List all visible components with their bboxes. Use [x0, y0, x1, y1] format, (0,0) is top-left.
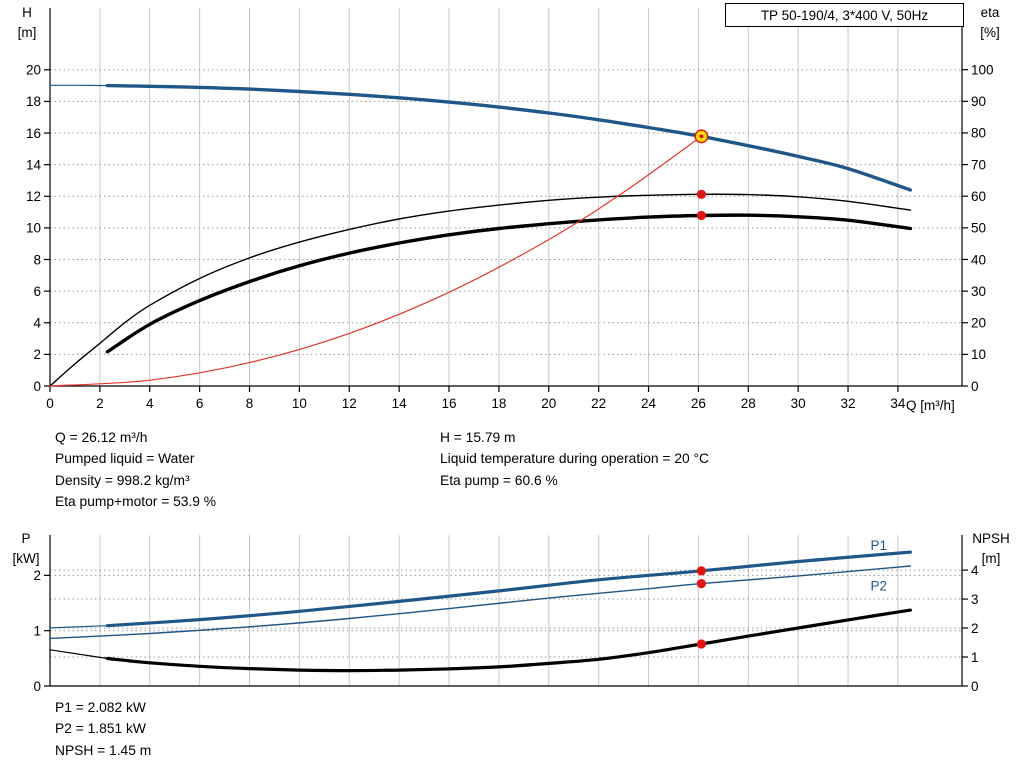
operating-point-info-right: H = 15.79 m Liquid temperature during op… — [440, 427, 709, 491]
tick-label-x: 16 — [441, 396, 456, 411]
tick-label-x: 4 — [146, 396, 154, 411]
p-axis-label: P — [21, 531, 31, 546]
tick-label-x: 30 — [791, 396, 806, 411]
npsh-axis-label: NPSH — [972, 531, 1010, 546]
tick-label-y-right: 80 — [971, 126, 986, 141]
info-line-temperature: Liquid temperature during operation = 20… — [440, 451, 709, 467]
tick-label-y-left: 18 — [26, 94, 41, 109]
curve-point-marker — [696, 210, 706, 221]
tick-label-y-right: 70 — [971, 157, 986, 172]
pump-title: TP 50-190/4, 3*400 V, 50Hz — [760, 7, 929, 23]
tick-label-x: 14 — [392, 396, 408, 411]
q-axis-title: Q [m³/h] — [906, 398, 955, 413]
tick-label-y-right: 20 — [971, 316, 986, 331]
curve-point-marker — [696, 639, 706, 649]
eta-axis-label: eta — [980, 5, 1000, 20]
curve-eta-pump — [49, 193, 912, 387]
tick-label-y-right: 3 — [971, 592, 979, 607]
tick-label-y-left: 14 — [26, 157, 42, 172]
tick-label-x: 20 — [541, 396, 556, 411]
info-line-h: H = 15.79 m — [440, 430, 516, 445]
tick-label-y-left: 20 — [26, 63, 41, 78]
eta-axis-title: eta [%] — [968, 3, 1012, 43]
pump-title-box: TP 50-190/4, 3*400 V, 50Hz — [725, 3, 964, 27]
info-line-liquid: Pumped liquid = Water — [55, 451, 195, 467]
info-line-density: Density = 998.2 kg/m³ — [55, 472, 190, 488]
tick-label-x: 26 — [691, 396, 706, 411]
info-line-npsh: NPSH = 1.45 m — [55, 742, 152, 758]
p-axis-title: P [kW] — [6, 529, 46, 569]
series-label-P1: P1 — [870, 538, 887, 553]
h-axis-label: H — [22, 5, 32, 20]
tick-label-x: 0 — [46, 396, 54, 411]
tick-label-x: 10 — [292, 396, 307, 411]
tick-label-y-right: 30 — [971, 284, 986, 299]
tick-label-y-right: 60 — [971, 189, 986, 204]
tick-label-x: 34 — [890, 396, 906, 411]
npsh-axis-unit: [m] — [981, 551, 1001, 566]
tick-label-y-right: 50 — [971, 221, 986, 236]
info-line-p2: P2 = 1.851 kW — [55, 721, 146, 737]
curve-system-curve — [49, 135, 702, 387]
h-axis-title: H [m] — [10, 3, 44, 43]
h-axis-unit: [m] — [17, 25, 37, 40]
curve-p1-thin — [49, 625, 108, 629]
tick-label-x: 2 — [96, 396, 104, 411]
tick-label-y-left: 2 — [33, 347, 41, 362]
npsh-axis-title: NPSH [m] — [962, 529, 1020, 569]
curve-point-marker — [696, 189, 706, 199]
tick-label-y-right: 100 — [971, 62, 994, 77]
info-line-p1: P1 = 2.082 kW — [55, 700, 146, 715]
tick-label-x: 24 — [641, 396, 657, 411]
tick-label-y-right: 40 — [971, 252, 986, 267]
operating-point-info-left: Q = 26.12 m³/h Pumped liquid = Water Den… — [55, 427, 216, 513]
info-line-eta-pump: Eta pump = 60.6 % — [440, 472, 558, 488]
chart-power-npsh: 0 1 2 0 1 2 3 4 P1 P2 — [33, 535, 979, 694]
info-line-eta-pump-motor: Eta pump+motor = 53.9 % — [55, 494, 217, 510]
curve-head — [105, 83, 913, 192]
tick-label-y-left: 0 — [33, 379, 41, 394]
power-npsh-info: P1 = 2.082 kW P2 = 1.851 kW NPSH = 1.45 … — [55, 697, 151, 761]
tick-label-y-left: 16 — [26, 126, 41, 141]
curve-point-marker — [696, 566, 706, 576]
curve-eta-pump-motor — [105, 213, 913, 354]
duty-point-center — [699, 134, 704, 139]
curve-npsh-thin — [49, 649, 108, 660]
tick-label-x: 32 — [841, 396, 856, 411]
curve-point-marker — [696, 579, 706, 589]
tick-label-y-right: 4 — [971, 563, 979, 578]
tick-label-x: 12 — [342, 396, 357, 411]
curve-p2 — [49, 565, 912, 640]
info-line-q: Q = 26.12 m³/h — [55, 430, 148, 445]
tick-label-x: 28 — [741, 396, 756, 411]
chart-qh-eta-performance: 0246810121416182001020304050607080901000… — [26, 8, 994, 411]
eta-axis-unit: [%] — [980, 25, 1000, 40]
curve-npsh — [105, 608, 912, 673]
tick-label-y-right: 0 — [971, 379, 979, 394]
tick-label-y-right: 2 — [971, 621, 979, 636]
tick-label-y-left: 2 — [33, 568, 41, 583]
curve-p1 — [105, 550, 912, 628]
tick-label-x: 6 — [196, 396, 204, 411]
tick-label-x: 8 — [246, 396, 254, 411]
tick-label-x: 18 — [491, 396, 506, 411]
tick-label-x: 22 — [591, 396, 606, 411]
tick-label-y-left: 8 — [33, 252, 41, 267]
tick-label-y-right: 0 — [971, 679, 979, 694]
p-axis-unit: [kW] — [12, 551, 40, 566]
series-label-P2: P2 — [870, 578, 887, 593]
tick-label-y-left: 6 — [33, 284, 41, 299]
tick-label-y-right: 90 — [971, 94, 986, 109]
tick-label-y-right: 1 — [971, 650, 979, 665]
tick-label-y-left: 12 — [26, 189, 41, 204]
tick-label-y-left: 1 — [33, 623, 41, 638]
tick-label-y-left: 0 — [33, 679, 41, 694]
tick-label-y-left: 10 — [26, 221, 41, 236]
tick-label-y-right: 10 — [971, 347, 986, 362]
tick-label-y-left: 4 — [33, 316, 41, 331]
